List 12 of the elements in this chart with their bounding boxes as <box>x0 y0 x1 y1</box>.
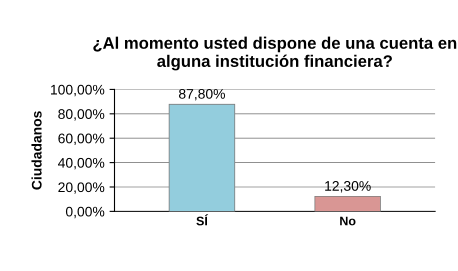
y-tick-label: 60,00% <box>58 134 104 146</box>
data-label: 12,30% <box>325 181 371 192</box>
x-tick-label: No <box>340 216 356 226</box>
x-tick-label: SÍ <box>196 214 208 226</box>
y-axis-title: Ciudadanos <box>31 111 42 190</box>
y-tick-label: 40,00% <box>58 158 104 170</box>
y-tick-label: 100,00% <box>51 84 104 96</box>
chart-title: ¿Al momento usted dispone de una cuenta en alguna institución financiera? <box>93 36 456 70</box>
y-tick-label: 20,00% <box>58 182 104 194</box>
data-label: 87,80% <box>178 88 225 100</box>
y-tick-label: 80,00% <box>58 109 104 121</box>
y-tick-label: 0,00% <box>66 206 104 218</box>
